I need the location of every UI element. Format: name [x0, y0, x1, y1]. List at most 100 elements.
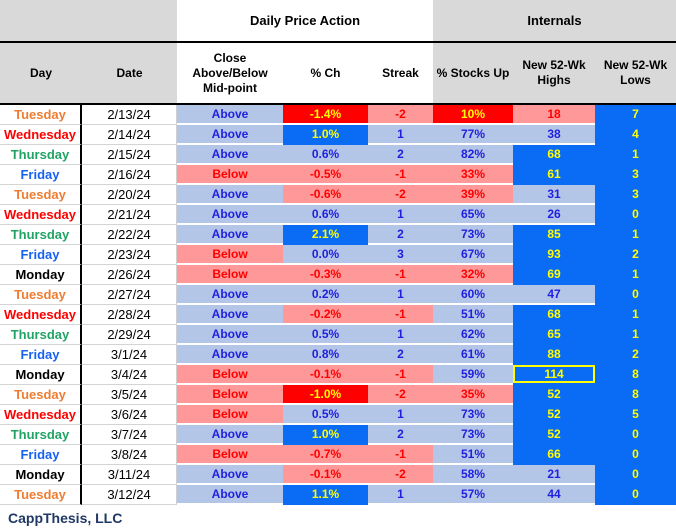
close-cell: Above: [177, 145, 283, 165]
lows-cell: 2: [595, 345, 676, 365]
streak-cell: 1: [368, 125, 433, 145]
pct-change-cell: -0.1%: [283, 465, 368, 485]
date-cell: 3/5/24: [82, 385, 177, 405]
pct-change-cell: 0.5%: [283, 325, 368, 345]
lows-cell: 3: [595, 185, 676, 205]
lows-cell: 3: [595, 165, 676, 185]
highs-cell: 47: [513, 285, 595, 305]
stocks-up-cell: 32%: [433, 265, 513, 285]
table-row: Monday 2/26/24 Below -0.3% -1 32% 69 1: [0, 265, 676, 285]
day-cell: Wednesday: [0, 405, 82, 425]
column-header-day-label: Day: [29, 65, 52, 80]
lows-cell: 5: [595, 405, 676, 425]
column-header-new-lows: New 52-Wk Lows: [595, 43, 676, 105]
date-cell: 2/20/24: [82, 185, 177, 205]
streak-cell: 2: [368, 425, 433, 445]
column-header-day: Day: [0, 43, 82, 105]
date-cell: 3/12/24: [82, 485, 177, 505]
pct-change-cell: -1.0%: [283, 385, 368, 405]
group-header-row: Daily Price Action Internals: [0, 0, 676, 43]
day-cell: Monday: [0, 365, 82, 385]
lows-cell: 0: [595, 205, 676, 225]
highs-cell: 52: [513, 405, 595, 425]
streak-cell: 2: [368, 145, 433, 165]
table-row: Friday 3/8/24 Below -0.7% -1 51% 66 0: [0, 445, 676, 465]
day-cell: Tuesday: [0, 185, 82, 205]
pct-change-cell: 1.0%: [283, 425, 368, 445]
date-cell: 2/27/24: [82, 285, 177, 305]
table-row: Wednesday 2/14/24 Above 1.0% 1 77% 38 4: [0, 125, 676, 145]
table-row: Thursday 2/22/24 Above 2.1% 2 73% 85 1: [0, 225, 676, 245]
lows-cell: 8: [595, 385, 676, 405]
column-header-date-label: Date: [116, 65, 143, 80]
stocks-up-cell: 73%: [433, 425, 513, 445]
pct-change-cell: 0.2%: [283, 285, 368, 305]
stocks-up-cell: 77%: [433, 125, 513, 145]
day-cell: Friday: [0, 345, 82, 365]
lows-cell: 1: [595, 265, 676, 285]
column-header-pct-change-label: % Ch: [310, 65, 341, 80]
highs-cell: 93: [513, 245, 595, 265]
group-header-empty: [0, 0, 177, 43]
streak-cell: -1: [368, 305, 433, 325]
highs-cell: 52: [513, 425, 595, 445]
streak-cell: 1: [368, 405, 433, 425]
pct-change-cell: 0.0%: [283, 245, 368, 265]
lows-cell: 8: [595, 365, 676, 385]
highs-cell: 114: [513, 365, 595, 385]
table-body: Tuesday 2/13/24 Above -1.4% -2 10% 18 7 …: [0, 105, 676, 505]
streak-cell: -2: [368, 105, 433, 125]
stocks-up-cell: 35%: [433, 385, 513, 405]
date-cell: 3/1/24: [82, 345, 177, 365]
table-row: Thursday 3/7/24 Above 1.0% 2 73% 52 0: [0, 425, 676, 445]
day-cell: Thursday: [0, 145, 82, 165]
lows-cell: 0: [595, 485, 676, 505]
pct-change-cell: -0.3%: [283, 265, 368, 285]
streak-cell: -2: [368, 185, 433, 205]
date-cell: 2/14/24: [82, 125, 177, 145]
stocks-up-cell: 51%: [433, 445, 513, 465]
lows-cell: 1: [595, 145, 676, 165]
pct-change-cell: 0.8%: [283, 345, 368, 365]
table-row: Monday 3/4/24 Below -0.1% -1 59% 114 8: [0, 365, 676, 385]
stocks-up-cell: 73%: [433, 225, 513, 245]
highs-cell: 88: [513, 345, 595, 365]
pct-change-cell: -0.6%: [283, 185, 368, 205]
streak-cell: 2: [368, 225, 433, 245]
date-cell: 2/28/24: [82, 305, 177, 325]
pct-change-cell: 1.0%: [283, 125, 368, 145]
streak-cell: 3: [368, 245, 433, 265]
day-cell: Tuesday: [0, 105, 82, 125]
stocks-up-cell: 62%: [433, 325, 513, 345]
footer: CappThesis, LLC: [0, 505, 676, 530]
table-row: Tuesday 2/13/24 Above -1.4% -2 10% 18 7: [0, 105, 676, 125]
date-cell: 2/21/24: [82, 205, 177, 225]
column-header-row: Day Date Close Above/Below Mid-point % C…: [0, 43, 676, 105]
day-cell: Friday: [0, 165, 82, 185]
day-cell: Wednesday: [0, 205, 82, 225]
date-cell: 3/4/24: [82, 365, 177, 385]
streak-cell: 1: [368, 485, 433, 505]
column-header-close-above-below: Close Above/Below Mid-point: [177, 43, 283, 105]
day-cell: Monday: [0, 265, 82, 285]
close-cell: Above: [177, 125, 283, 145]
pct-change-cell: 1.1%: [283, 485, 368, 505]
highs-cell: 38: [513, 125, 595, 145]
column-header-streak: Streak: [368, 43, 433, 105]
stocks-up-cell: 58%: [433, 465, 513, 485]
date-cell: 2/15/24: [82, 145, 177, 165]
table-row: Tuesday 3/5/24 Below -1.0% -2 35% 52 8: [0, 385, 676, 405]
table-row: Thursday 2/29/24 Above 0.5% 1 62% 65 1: [0, 325, 676, 345]
streak-cell: 1: [368, 325, 433, 345]
date-cell: 2/26/24: [82, 265, 177, 285]
column-header-new-highs: New 52-Wk Highs: [513, 43, 595, 105]
highs-cell: 31: [513, 185, 595, 205]
pct-change-cell: -1.4%: [283, 105, 368, 125]
pct-change-cell: -0.7%: [283, 445, 368, 465]
streak-cell: 2: [368, 345, 433, 365]
close-cell: Above: [177, 425, 283, 445]
pct-change-cell: 0.6%: [283, 145, 368, 165]
close-cell: Above: [177, 225, 283, 245]
day-cell: Wednesday: [0, 125, 82, 145]
table-row: Monday 3/11/24 Above -0.1% -2 58% 21 0: [0, 465, 676, 485]
